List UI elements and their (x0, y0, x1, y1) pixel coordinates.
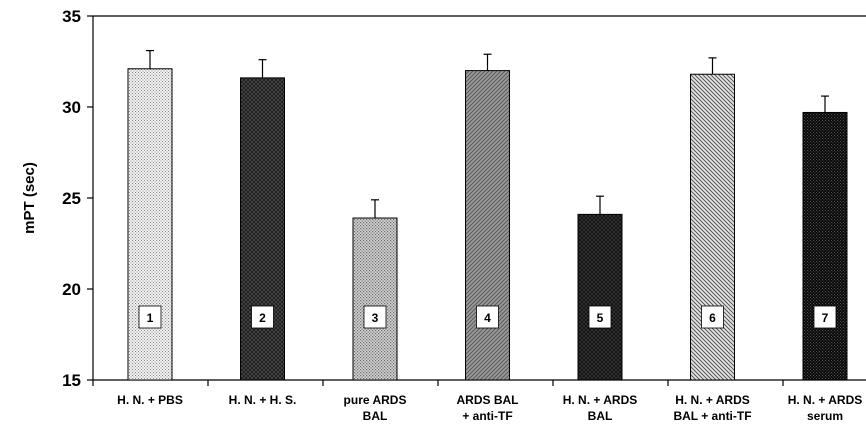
x-category-label: H. N. + ARDS (563, 393, 638, 407)
bar-7 (802, 111, 848, 381)
bar-number-box-5 (588, 305, 612, 329)
x-category-label: H. N. + PBS (117, 393, 183, 407)
bar-number-1: 1 (147, 311, 154, 325)
y-axis-title: mPT (sec) (21, 162, 38, 234)
x-category-label: H. N. + H. S. (229, 393, 297, 407)
bar-number-box-4 (476, 305, 499, 329)
bar-number-7: 7 (822, 311, 829, 325)
bar-4 (465, 70, 510, 381)
x-category-label: pure ARDS (344, 393, 407, 407)
bar-number-2: 2 (259, 311, 266, 325)
y-tick-label: 15 (62, 371, 81, 390)
x-category-label: H. N. + ARDS (788, 393, 863, 407)
x-category-label: ARDS BAL (457, 393, 519, 407)
x-category-label: serum (807, 409, 843, 423)
bar-number-box-6 (701, 305, 724, 329)
bar-1 (127, 68, 173, 381)
bar-number-6: 6 (709, 311, 716, 325)
bar-5 (577, 213, 623, 381)
y-tick-label: 35 (62, 7, 81, 26)
bar-3 (352, 217, 398, 381)
bar-number-4: 4 (484, 311, 491, 325)
bar-number-box-3 (363, 305, 387, 329)
bar-number-box-1 (138, 305, 162, 329)
bar-2 (240, 77, 285, 381)
x-category-label: BAL (588, 409, 613, 423)
y-tick-label: 30 (62, 98, 81, 117)
bars (127, 49, 848, 381)
x-category-label: H. N. + ARDS (675, 393, 750, 407)
y-tick-label: 25 (62, 189, 81, 208)
bar-number-box-2 (251, 305, 274, 329)
bar-6 (690, 73, 735, 381)
bar-number-3: 3 (372, 311, 379, 325)
labels: 1 H. N. + PBS 2 H. N. + H. S. 3 pure ARDS BAL 4… (117, 305, 863, 423)
x-category-label: BAL (363, 409, 388, 423)
bar-number-5: 5 (597, 311, 604, 325)
x-category-label: BAL + anti-TF (673, 409, 751, 423)
bar-number-box-7 (813, 305, 837, 329)
y-tick-label: 20 (62, 280, 81, 299)
x-category-label: + anti-TF (462, 409, 512, 423)
